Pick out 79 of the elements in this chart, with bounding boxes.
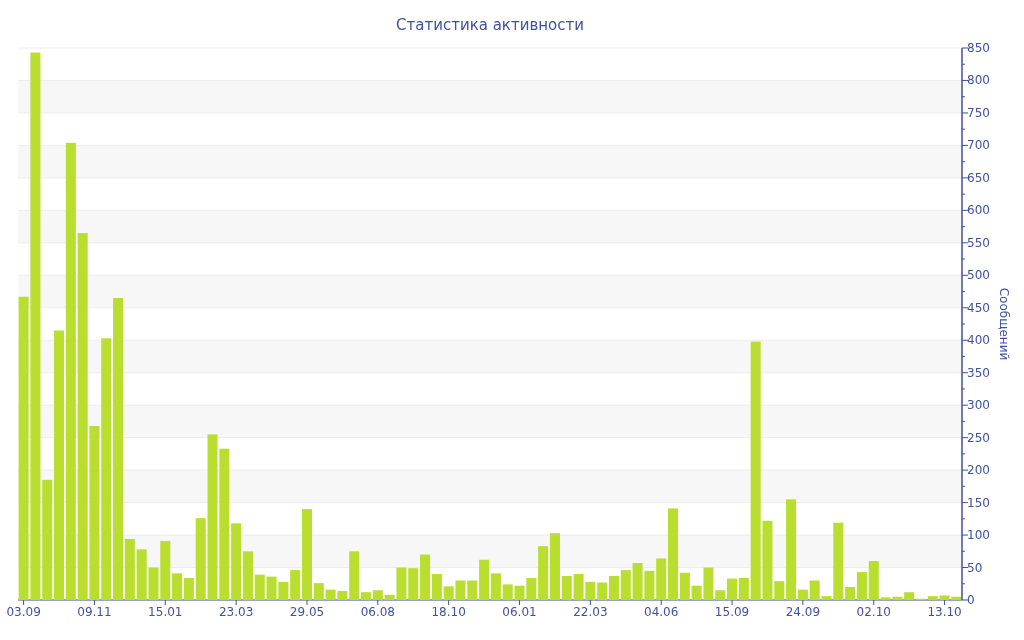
bar xyxy=(668,508,679,600)
bar xyxy=(195,518,206,600)
bar xyxy=(786,499,797,600)
bar xyxy=(242,551,253,600)
bar xyxy=(774,581,785,600)
y-tick-label: 250 xyxy=(967,430,990,445)
y-tick-label: 850 xyxy=(967,41,990,55)
bar xyxy=(927,596,938,600)
bar xyxy=(490,573,501,600)
y-tick-label: 750 xyxy=(967,105,990,120)
bar xyxy=(231,523,242,600)
bar xyxy=(290,570,301,600)
bar xyxy=(502,584,513,600)
y-tick-label: 550 xyxy=(967,235,990,250)
bar xyxy=(679,572,690,600)
bar xyxy=(313,583,324,600)
bar xyxy=(172,573,183,600)
bar xyxy=(183,577,194,600)
bar xyxy=(113,298,124,600)
bar xyxy=(301,509,312,600)
bar xyxy=(738,577,749,600)
bar xyxy=(538,546,549,600)
y-tick-label: 300 xyxy=(967,398,990,413)
bar xyxy=(727,578,738,600)
x-tick-label: 02.10 xyxy=(856,605,891,619)
bar xyxy=(715,590,726,600)
bar xyxy=(431,574,442,600)
chart-title: Статистика активности xyxy=(396,16,584,34)
x-tick-label: 29.05 xyxy=(289,605,325,619)
x-tick-label: 15.01 xyxy=(148,605,183,619)
bar xyxy=(408,568,419,600)
bar xyxy=(101,338,112,600)
bar xyxy=(620,570,631,600)
y-axis-title: Сообщений xyxy=(997,287,1011,361)
bar xyxy=(608,575,619,600)
y-tick-label: 650 xyxy=(967,170,990,185)
x-tick-label: 15.09 xyxy=(714,605,750,619)
bar xyxy=(420,554,431,600)
bar xyxy=(845,587,856,600)
bar xyxy=(254,574,265,600)
bar xyxy=(467,580,478,600)
y-tick-label: 800 xyxy=(967,73,990,88)
bar xyxy=(42,479,53,600)
y-tick-label: 0 xyxy=(967,593,975,607)
bar xyxy=(479,559,490,600)
bar xyxy=(349,551,360,600)
bar xyxy=(549,533,560,600)
x-tick-label: 18.10 xyxy=(431,605,466,619)
bar xyxy=(561,575,572,600)
y-tick-label: 350 xyxy=(967,365,990,380)
y-tick-label: 500 xyxy=(967,268,990,283)
bar xyxy=(597,582,608,600)
bar xyxy=(54,330,65,600)
bar xyxy=(124,538,135,600)
x-tick-label: 06.01 xyxy=(502,605,537,619)
x-tick-label: 03.09 xyxy=(6,605,41,619)
bar xyxy=(904,592,915,600)
y-tick-label: 100 xyxy=(967,528,990,543)
y-tick-label: 700 xyxy=(967,138,990,153)
x-tick-label: 24.09 xyxy=(785,605,821,619)
y-tick-label: 450 xyxy=(967,300,990,315)
x-tick-label: 23.03 xyxy=(218,605,254,619)
bar xyxy=(361,592,372,600)
bar xyxy=(65,142,76,600)
y-tick-label: 150 xyxy=(967,495,990,510)
x-tick-label: 06.08 xyxy=(360,605,396,619)
x-tick-label: 04.06 xyxy=(644,605,679,619)
x-tick-label: 22.03 xyxy=(573,605,608,619)
y-tick-label: 200 xyxy=(967,463,990,478)
bar xyxy=(797,589,808,600)
bar xyxy=(856,572,867,600)
bar xyxy=(372,590,383,600)
bar xyxy=(868,561,879,600)
y-tick-label: 600 xyxy=(967,203,990,218)
y-tick-label: 50 xyxy=(967,560,983,575)
x-tick-label: 13.10 xyxy=(927,605,962,619)
bar xyxy=(656,558,667,600)
y-tick-label: 400 xyxy=(967,333,990,348)
x-tick-label: 09.11 xyxy=(77,605,112,619)
